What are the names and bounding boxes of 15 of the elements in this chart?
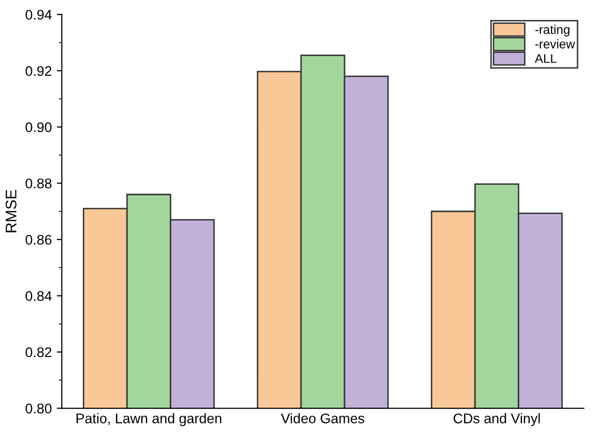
y-tick-label: 0.88 bbox=[26, 178, 52, 188]
y-tick-label: 0.92 bbox=[26, 66, 52, 76]
y-tick-label: 0.84 bbox=[26, 291, 52, 301]
x-tick-label: CDs and Vinyl bbox=[454, 413, 540, 426]
y-axis-title: RMSE bbox=[6, 190, 16, 232]
legend-label: -rating bbox=[535, 24, 570, 36]
legend-label: -review bbox=[535, 39, 576, 48]
legend-label: ALL bbox=[534, 54, 557, 63]
y-tick-label: 0.90 bbox=[26, 122, 52, 132]
y-tick-label: 0.86 bbox=[26, 234, 52, 245]
y-tick-label: 0.80 bbox=[26, 404, 52, 414]
y-tick-label: 0.82 bbox=[26, 347, 52, 358]
x-tick-label: Video Games bbox=[280, 413, 364, 424]
x-tick-label: Patio, Lawn and garden bbox=[76, 413, 222, 426]
y-tick-label: 0.94 bbox=[26, 10, 52, 20]
